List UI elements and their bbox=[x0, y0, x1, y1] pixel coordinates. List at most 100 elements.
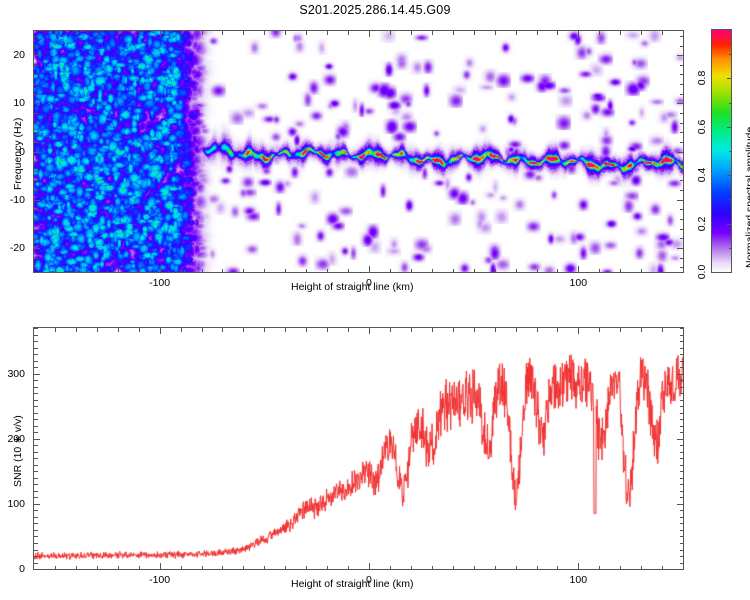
spectrogram-xtick bbox=[222, 268, 224, 272]
snr-xtick-top bbox=[536, 328, 538, 332]
snr-xtick bbox=[264, 565, 266, 569]
snr-xtick bbox=[557, 565, 559, 569]
snr-ytick bbox=[34, 510, 38, 512]
snr-ytick-right bbox=[679, 425, 683, 427]
spectrogram-xtick-top bbox=[285, 31, 287, 35]
snr-ytick-right bbox=[679, 406, 683, 408]
snr-ytick-right bbox=[679, 334, 683, 336]
snr-ytick bbox=[34, 497, 38, 499]
snr-ytick-right bbox=[679, 523, 683, 525]
colorbar-tick bbox=[729, 54, 732, 56]
snr-xtick bbox=[389, 565, 391, 569]
spectrogram-xtick bbox=[138, 268, 140, 272]
snr-xtick bbox=[54, 565, 56, 569]
snr-yticklabel: 0 bbox=[19, 563, 25, 575]
spectrogram-ytick bbox=[34, 199, 40, 201]
snr-xtick-top bbox=[410, 328, 412, 332]
snr-xtick-top bbox=[641, 328, 643, 332]
spectrogram-ytick bbox=[34, 238, 38, 240]
snr-ytick-right bbox=[679, 510, 683, 512]
spectrogram-ytick bbox=[34, 132, 38, 134]
spectrogram-ytick-right bbox=[679, 64, 683, 66]
spectrogram-ytick-right bbox=[679, 161, 683, 163]
snr-xtick bbox=[620, 565, 622, 569]
spectrogram-xtick bbox=[54, 268, 56, 272]
spectrogram-xtick-top bbox=[599, 31, 601, 35]
snr-ytick-right bbox=[679, 360, 683, 362]
snr-xtick-top bbox=[75, 328, 77, 332]
spectrogram-ytick bbox=[34, 84, 38, 85]
snr-ytick bbox=[34, 503, 40, 505]
spectrogram-ytick-right bbox=[679, 112, 683, 114]
snr-xticklabel: 0 bbox=[366, 574, 372, 586]
spectrogram-xtick-top bbox=[662, 31, 664, 35]
snr-xtick-top bbox=[243, 328, 245, 332]
snr-ytick-right bbox=[679, 386, 683, 388]
spectrogram-xtick bbox=[389, 268, 391, 272]
spectrogram-ytick bbox=[34, 267, 38, 269]
snr-xtick-top bbox=[389, 328, 391, 332]
snr-ytick bbox=[34, 341, 38, 342]
spectrogram-ytick-right bbox=[679, 180, 683, 182]
snr-ytick bbox=[34, 334, 38, 336]
snr-xtick-top bbox=[348, 328, 349, 332]
spectrogram-ytick-right bbox=[679, 35, 683, 37]
colorbar-tick bbox=[729, 30, 732, 31]
snr-ytick-right bbox=[679, 529, 683, 531]
colorbar-tick bbox=[727, 223, 732, 225]
spectrogram-ytick bbox=[34, 103, 40, 105]
spectrogram-yticklabel: 10 bbox=[13, 97, 25, 110]
spectrogram-ytick bbox=[34, 190, 38, 192]
spectrogram-ytick bbox=[34, 228, 38, 230]
spectrogram-ytick-right bbox=[679, 74, 683, 76]
snr-ytick bbox=[34, 373, 40, 375]
spectrogram-ytick bbox=[34, 45, 38, 47]
snr-ytick bbox=[34, 419, 38, 421]
spectrogram-ytick bbox=[34, 247, 40, 249]
spectrogram-xtick bbox=[96, 268, 98, 272]
spectrogram-xtick-top bbox=[201, 31, 203, 35]
spectrogram-xtick-top bbox=[578, 31, 580, 37]
snr-ytick-right bbox=[677, 438, 683, 440]
snr-xtick-top bbox=[138, 328, 140, 332]
snr-ytick-right bbox=[679, 354, 683, 356]
snr-xtick bbox=[159, 563, 161, 569]
spectrogram-xtick-top bbox=[473, 31, 475, 35]
snr-ytick bbox=[34, 354, 38, 356]
spectrogram-xtick bbox=[201, 268, 203, 272]
colorbar-tick bbox=[727, 78, 732, 80]
snr-xtick-top bbox=[578, 328, 580, 334]
snr-ytick-right bbox=[679, 419, 683, 421]
snr-xtick-top bbox=[452, 328, 454, 332]
spectrogram-xtick-top bbox=[96, 31, 98, 35]
spectrogram-xtick bbox=[431, 268, 433, 272]
colorbar-ticklabel: 0.2 bbox=[696, 216, 708, 231]
snr-ytick-right bbox=[679, 464, 683, 466]
snr-xtick-top bbox=[620, 328, 622, 332]
spectrogram-ytick-right bbox=[679, 170, 683, 172]
spectrogram-ytick bbox=[34, 74, 38, 76]
colorbar-tick bbox=[727, 126, 732, 128]
spectrogram-ytick-right bbox=[679, 228, 683, 230]
snr-xtick-top bbox=[180, 328, 182, 332]
snr-xtick-top bbox=[285, 328, 287, 332]
snr-xtick bbox=[662, 565, 664, 569]
spectrogram-ytick bbox=[34, 180, 38, 182]
snr-ytick bbox=[34, 360, 38, 362]
snr-xtick-top bbox=[159, 328, 161, 334]
snr-xtick bbox=[641, 565, 643, 569]
spectrogram-xtick bbox=[473, 268, 475, 272]
snr-ytick-right bbox=[679, 393, 683, 395]
colorbar-ticklabel: 0.6 bbox=[696, 119, 708, 135]
colorbar-gradient bbox=[712, 30, 731, 272]
spectrogram-xtick bbox=[683, 268, 684, 272]
spectrogram-ytick-right bbox=[679, 257, 683, 259]
spectrogram-yticklabel: 20 bbox=[13, 49, 25, 62]
snr-xtick-top bbox=[222, 328, 224, 332]
snr-xtick bbox=[599, 565, 601, 569]
snr-xtick bbox=[180, 565, 182, 569]
spectrogram-xtick bbox=[452, 268, 454, 272]
snr-xtick bbox=[515, 565, 517, 569]
snr-ytick bbox=[34, 386, 38, 388]
